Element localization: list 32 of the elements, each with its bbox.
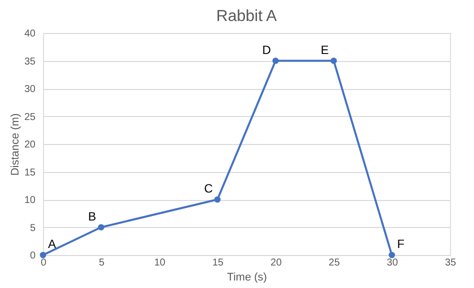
annotation: D [262,42,272,57]
y-tick-label: 35 [24,56,36,68]
point [330,58,337,64]
x-axis-title: Time (s) [227,272,267,284]
x-tick-label: 35 [444,258,456,268]
x-tick-label: 25 [328,258,340,268]
x-tick-label: 5 [98,258,105,268]
y-tick-label: 0 [30,250,36,262]
point [98,224,104,230]
x-tick-label: 30 [386,258,398,268]
y-axis-title: Distance (m) [9,113,22,176]
x-tick-label: 0 [40,258,47,268]
point [388,252,396,258]
point [272,58,279,64]
y-tick-label: 40 [24,28,36,40]
annotation: F [397,237,405,251]
annotation: B [88,209,96,224]
y-tick-label: 15 [24,167,36,178]
chart-title: Rabbit A [216,8,278,25]
y-tick-label: 5 [30,222,36,234]
y-tick-label: 10 [24,195,36,206]
x-tick-label: 10 [154,258,166,268]
x-tick-label: 20 [270,258,282,268]
point [40,252,46,258]
x-tick-label: 15 [212,258,224,268]
point [214,196,221,203]
y-tick-label: 20 [24,140,36,150]
y-tick-label: 30 [24,84,36,95]
annotation: A [48,237,56,251]
annotation: E [320,42,329,57]
annotation: C [204,182,214,196]
y-tick-label: 25 [24,112,36,123]
